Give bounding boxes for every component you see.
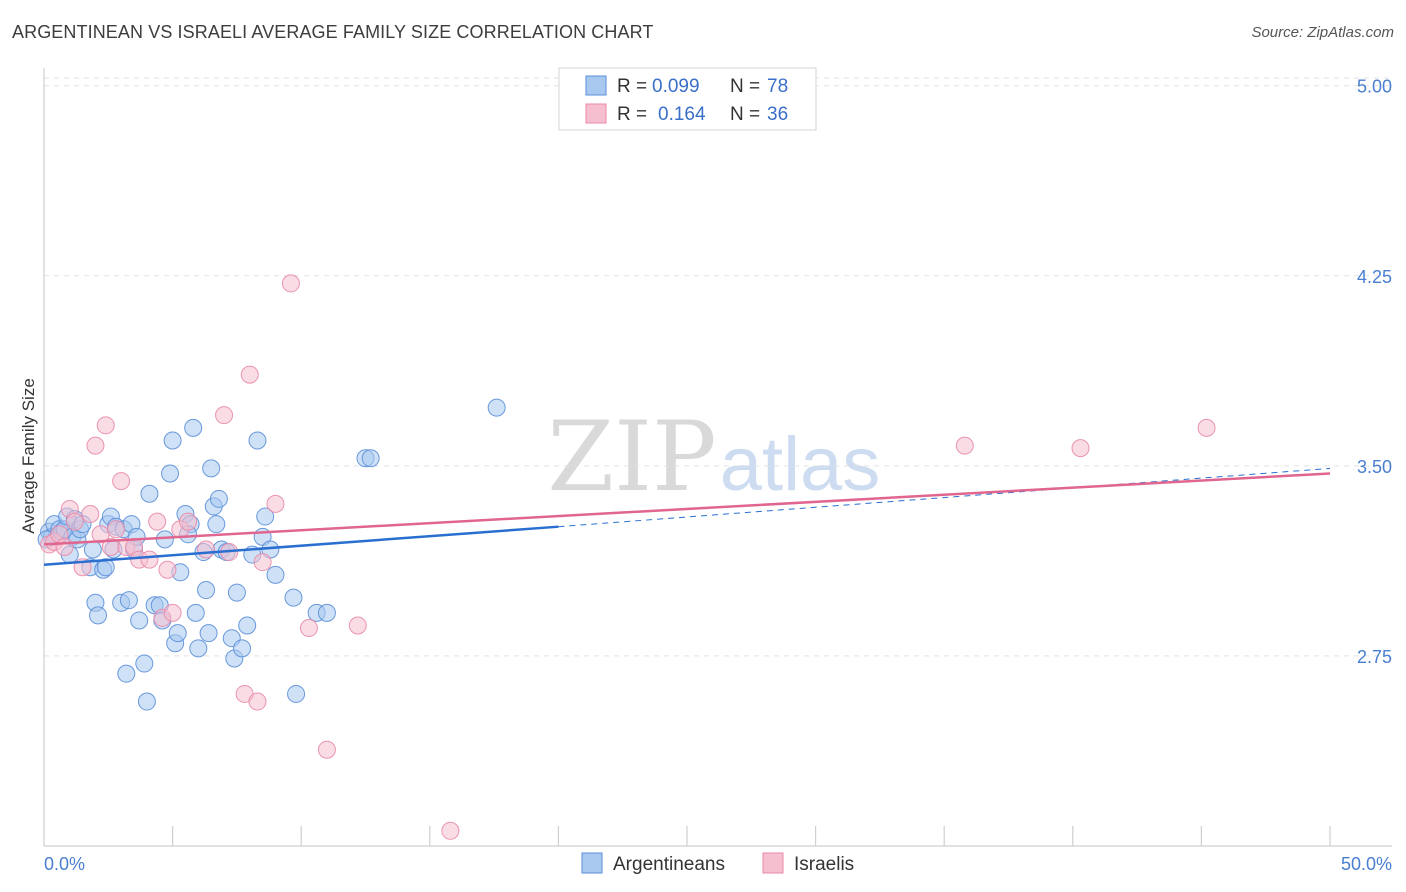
- point-argentineans: [233, 639, 252, 658]
- chart-title: ARGENTINEAN VS ISRAELI AVERAGE FAMILY SI…: [12, 22, 654, 42]
- point-argentineans: [130, 611, 149, 630]
- point-israelis: [1071, 439, 1090, 458]
- point-israelis: [215, 406, 234, 425]
- point-argentineans: [163, 431, 182, 450]
- point-argentineans: [184, 418, 203, 437]
- point-argentineans: [238, 616, 257, 635]
- y-tick-label: 2.75: [1357, 647, 1392, 667]
- point-argentineans: [287, 684, 306, 703]
- point-israelis: [266, 494, 285, 513]
- point-israelis: [253, 553, 272, 572]
- legend-bottom-swatch-israelis: [762, 852, 784, 874]
- legend-r-value-2: 0.164: [658, 104, 706, 125]
- point-israelis: [81, 505, 100, 524]
- legend-n-value-2: 36: [767, 104, 788, 125]
- point-israelis: [163, 603, 182, 622]
- trend-lines: [43, 467, 1331, 566]
- point-argentineans: [266, 565, 285, 584]
- y-axis-title: Average Family Size: [19, 378, 38, 534]
- point-israelis: [179, 512, 198, 531]
- chart-source: Source: ZipAtlas.com: [1251, 24, 1394, 41]
- legend-swatch-israelis: [585, 103, 607, 124]
- point-israelis: [1197, 418, 1216, 437]
- legend-swatch-argentineans: [585, 75, 607, 96]
- point-argentineans: [161, 464, 180, 483]
- point-argentineans: [96, 558, 115, 577]
- point-israelis: [299, 619, 318, 638]
- point-israelis: [65, 512, 84, 531]
- legend-n-value-1: 78: [767, 76, 788, 97]
- legend-n-label-1: N =: [730, 76, 760, 97]
- point-argentineans: [189, 639, 208, 658]
- point-argentineans: [140, 484, 159, 503]
- x-tick-label-min: 0.0%: [44, 854, 85, 874]
- point-argentineans: [199, 624, 218, 643]
- point-israelis: [248, 692, 267, 711]
- point-argentineans: [83, 540, 102, 559]
- point-israelis: [148, 512, 167, 531]
- point-israelis: [96, 416, 115, 435]
- y-tick-labels: 2.75 3.50 4.25 5.00: [1357, 77, 1392, 667]
- axes: [43, 68, 1392, 847]
- point-argentineans: [256, 507, 275, 526]
- watermark: ZIP atlas: [547, 401, 880, 513]
- legend-r-label-2: R =: [617, 104, 647, 125]
- trend-argentineans: [43, 525, 559, 566]
- point-argentineans: [168, 624, 187, 643]
- point-israelis: [197, 540, 216, 559]
- point-argentineans: [317, 603, 336, 622]
- point-israelis: [86, 436, 105, 455]
- x-tick-label-max: 50.0%: [1341, 854, 1392, 874]
- y-tick-label: 3.50: [1357, 457, 1392, 477]
- legend-bottom-swatch-argentineans: [581, 852, 603, 874]
- y-tick-label: 5.00: [1357, 77, 1392, 97]
- point-argentineans: [119, 591, 138, 610]
- legend-top: R = 0.099 N = 78 R = 0.164 N = 36: [558, 67, 817, 131]
- watermark-atlas: atlas: [720, 422, 881, 507]
- point-israelis: [140, 550, 159, 569]
- point-israelis: [107, 520, 126, 539]
- point-argentineans: [197, 581, 216, 600]
- point-argentineans: [361, 449, 380, 468]
- point-israelis: [317, 740, 336, 759]
- legend-bottom: Argentineans Israelis: [581, 852, 854, 875]
- point-israelis: [955, 436, 974, 455]
- point-argentineans: [284, 588, 303, 607]
- legend-bottom-label-israelis: Israelis: [794, 854, 854, 875]
- point-argentineans: [207, 515, 226, 534]
- point-argentineans: [137, 692, 156, 711]
- point-israelis: [348, 616, 367, 635]
- point-argentineans: [135, 654, 154, 673]
- point-israelis: [441, 821, 460, 840]
- point-argentineans: [155, 530, 174, 549]
- watermark-zip: ZIP: [547, 401, 716, 513]
- trend-argentineans-extension: [558, 467, 1331, 528]
- legend-bottom-label-argentineans: Argentineans: [613, 854, 725, 875]
- point-argentineans: [487, 398, 506, 417]
- legend-n-label-2: N =: [730, 104, 760, 125]
- point-argentineans: [202, 459, 221, 478]
- point-argentineans: [209, 489, 228, 508]
- point-argentineans: [227, 583, 246, 602]
- point-argentineans: [248, 431, 267, 450]
- point-israelis: [281, 274, 300, 293]
- legend-r-value-1: 0.099: [652, 76, 700, 97]
- point-argentineans: [117, 664, 136, 683]
- point-israelis: [112, 472, 131, 491]
- point-israelis: [240, 365, 259, 384]
- x-tick-labels: 0.0% 50.0%: [44, 854, 1392, 874]
- trend-israelis: [43, 472, 1331, 546]
- y-tick-label: 4.25: [1357, 267, 1392, 287]
- point-israelis: [55, 537, 74, 556]
- series-israelis: [40, 274, 1216, 840]
- point-israelis: [158, 560, 177, 579]
- point-argentineans: [89, 606, 108, 625]
- legend-r-label-1: R =: [617, 76, 647, 97]
- point-argentineans: [186, 603, 205, 622]
